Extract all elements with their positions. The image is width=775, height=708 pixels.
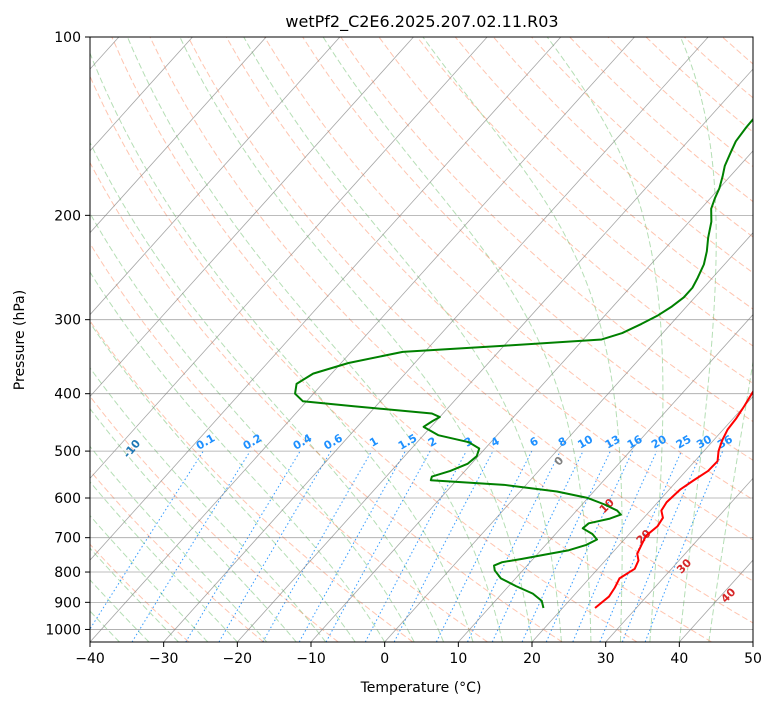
isotherm-line — [163, 37, 709, 642]
x-tick-label: 50 — [744, 651, 762, 667]
moist-adiabat-line — [90, 141, 445, 642]
plot-area: -100-90-80-70-60-50-40-30-20-10010203040… — [90, 37, 753, 642]
x-tick-label: −40 — [75, 651, 105, 667]
dry-adiabat-line — [90, 469, 264, 642]
isotherm-line — [384, 232, 753, 642]
isotherm-line — [531, 395, 753, 642]
dry-adiabats — [90, 37, 753, 642]
moist-adiabat-line — [126, 37, 504, 642]
x-tick-label: 10 — [449, 651, 467, 667]
isobars — [90, 37, 753, 630]
dry-adiabat-line — [340, 37, 753, 423]
x-tick-label: −10 — [296, 651, 326, 667]
isotherm-line — [90, 37, 193, 152]
dry-adiabat-line — [187, 37, 753, 582]
mixing-ratio-line — [298, 450, 406, 642]
y-tick-label: 1000 — [45, 622, 81, 638]
x-axis-label: Temperature (°C) — [360, 680, 482, 696]
x-tick-label: 0 — [380, 651, 389, 667]
moist-adiabat-line — [243, 37, 562, 642]
moist-adiabat-line — [422, 37, 623, 642]
mixing-ratio-line — [545, 450, 633, 642]
x-tick-label: 30 — [597, 651, 615, 667]
isotherm-line — [237, 68, 753, 642]
moist-adiabat-line — [90, 547, 179, 642]
isotherm-line — [90, 37, 488, 479]
x-axis-ticks: −40 −30 −20 −10 0 10 20 30 40 50 — [75, 642, 762, 667]
x-tick-label: −20 — [223, 651, 253, 667]
dry-adiabat-line — [416, 37, 753, 347]
y-tick-label: 900 — [54, 595, 81, 611]
mixing-ratio-line — [364, 450, 467, 642]
y-tick-label: 300 — [54, 313, 81, 329]
y-tick-label: 800 — [54, 565, 81, 581]
moist-adiabat-line — [90, 322, 356, 642]
plot-frame — [89, 36, 754, 643]
y-tick-label: 400 — [54, 387, 81, 403]
moist-adiabat-line — [546, 37, 664, 642]
isotherm-line — [90, 37, 414, 398]
dry-adiabat-line — [90, 395, 339, 642]
mixing-ratio-line — [325, 450, 431, 642]
y-axis-ticks: 1000 900 800 700 600 500 400 300 200 100 — [45, 30, 90, 638]
y-axis-label: Pressure (hPa) — [12, 290, 28, 390]
y-tick-label: 200 — [54, 208, 81, 224]
mixing-ratio-line — [644, 450, 724, 642]
dry-adiabat-line — [111, 37, 712, 642]
x-tick-label: 20 — [523, 651, 541, 667]
isotherm-line — [310, 150, 753, 642]
profile-lines — [294, 117, 753, 609]
dry-adiabat-line — [149, 37, 753, 624]
moist-adiabat-line — [90, 514, 209, 642]
x-tick-label: 40 — [670, 651, 688, 667]
dry-adiabat-line — [225, 37, 753, 541]
isotherms — [90, 37, 753, 642]
isotherm-line — [458, 313, 753, 642]
chart-title: wetPf2_C2E6.2025.207.02.11.R03 — [285, 12, 558, 32]
isotherm-line — [90, 37, 267, 234]
mixing-ratio-line — [90, 450, 204, 630]
mixing-ratio-line — [621, 450, 703, 642]
isotherm-line — [90, 37, 341, 316]
isotherm-line — [90, 37, 635, 642]
moist-adiabat-line — [322, 37, 592, 642]
dry-adiabat-line — [90, 161, 563, 642]
moist-adiabat-line — [90, 407, 297, 642]
mixing-ratio-line — [572, 450, 658, 642]
moist-adiabat-line — [90, 51, 474, 642]
moist-adiabat-line — [708, 359, 753, 642]
dry-adiabat-line — [264, 37, 753, 501]
mixing-ratio-line — [435, 450, 533, 642]
y-tick-label: 700 — [54, 531, 81, 547]
moist-adiabat-line — [90, 579, 150, 642]
dry-adiabat-line — [90, 242, 488, 642]
isotherm-line — [90, 37, 562, 561]
moist-adiabat-line — [90, 445, 268, 642]
isotherm-line — [605, 477, 753, 642]
mixing-ratio-line — [599, 450, 682, 642]
y-tick-label: 600 — [54, 491, 81, 507]
dewpoint-profile-line — [294, 117, 753, 609]
y-tick-label: 500 — [54, 444, 81, 460]
dry-adiabat-line — [90, 75, 638, 642]
temperature-profile-line — [594, 389, 753, 609]
moist-adiabat-line — [90, 481, 238, 642]
dry-adiabat-line — [302, 37, 753, 461]
moist-adiabat-line — [90, 367, 327, 642]
x-tick-label: −30 — [149, 651, 179, 667]
moist-adiabat-line — [678, 37, 717, 642]
y-tick-label: 100 — [54, 30, 81, 46]
moist-adiabat-line — [90, 271, 386, 642]
